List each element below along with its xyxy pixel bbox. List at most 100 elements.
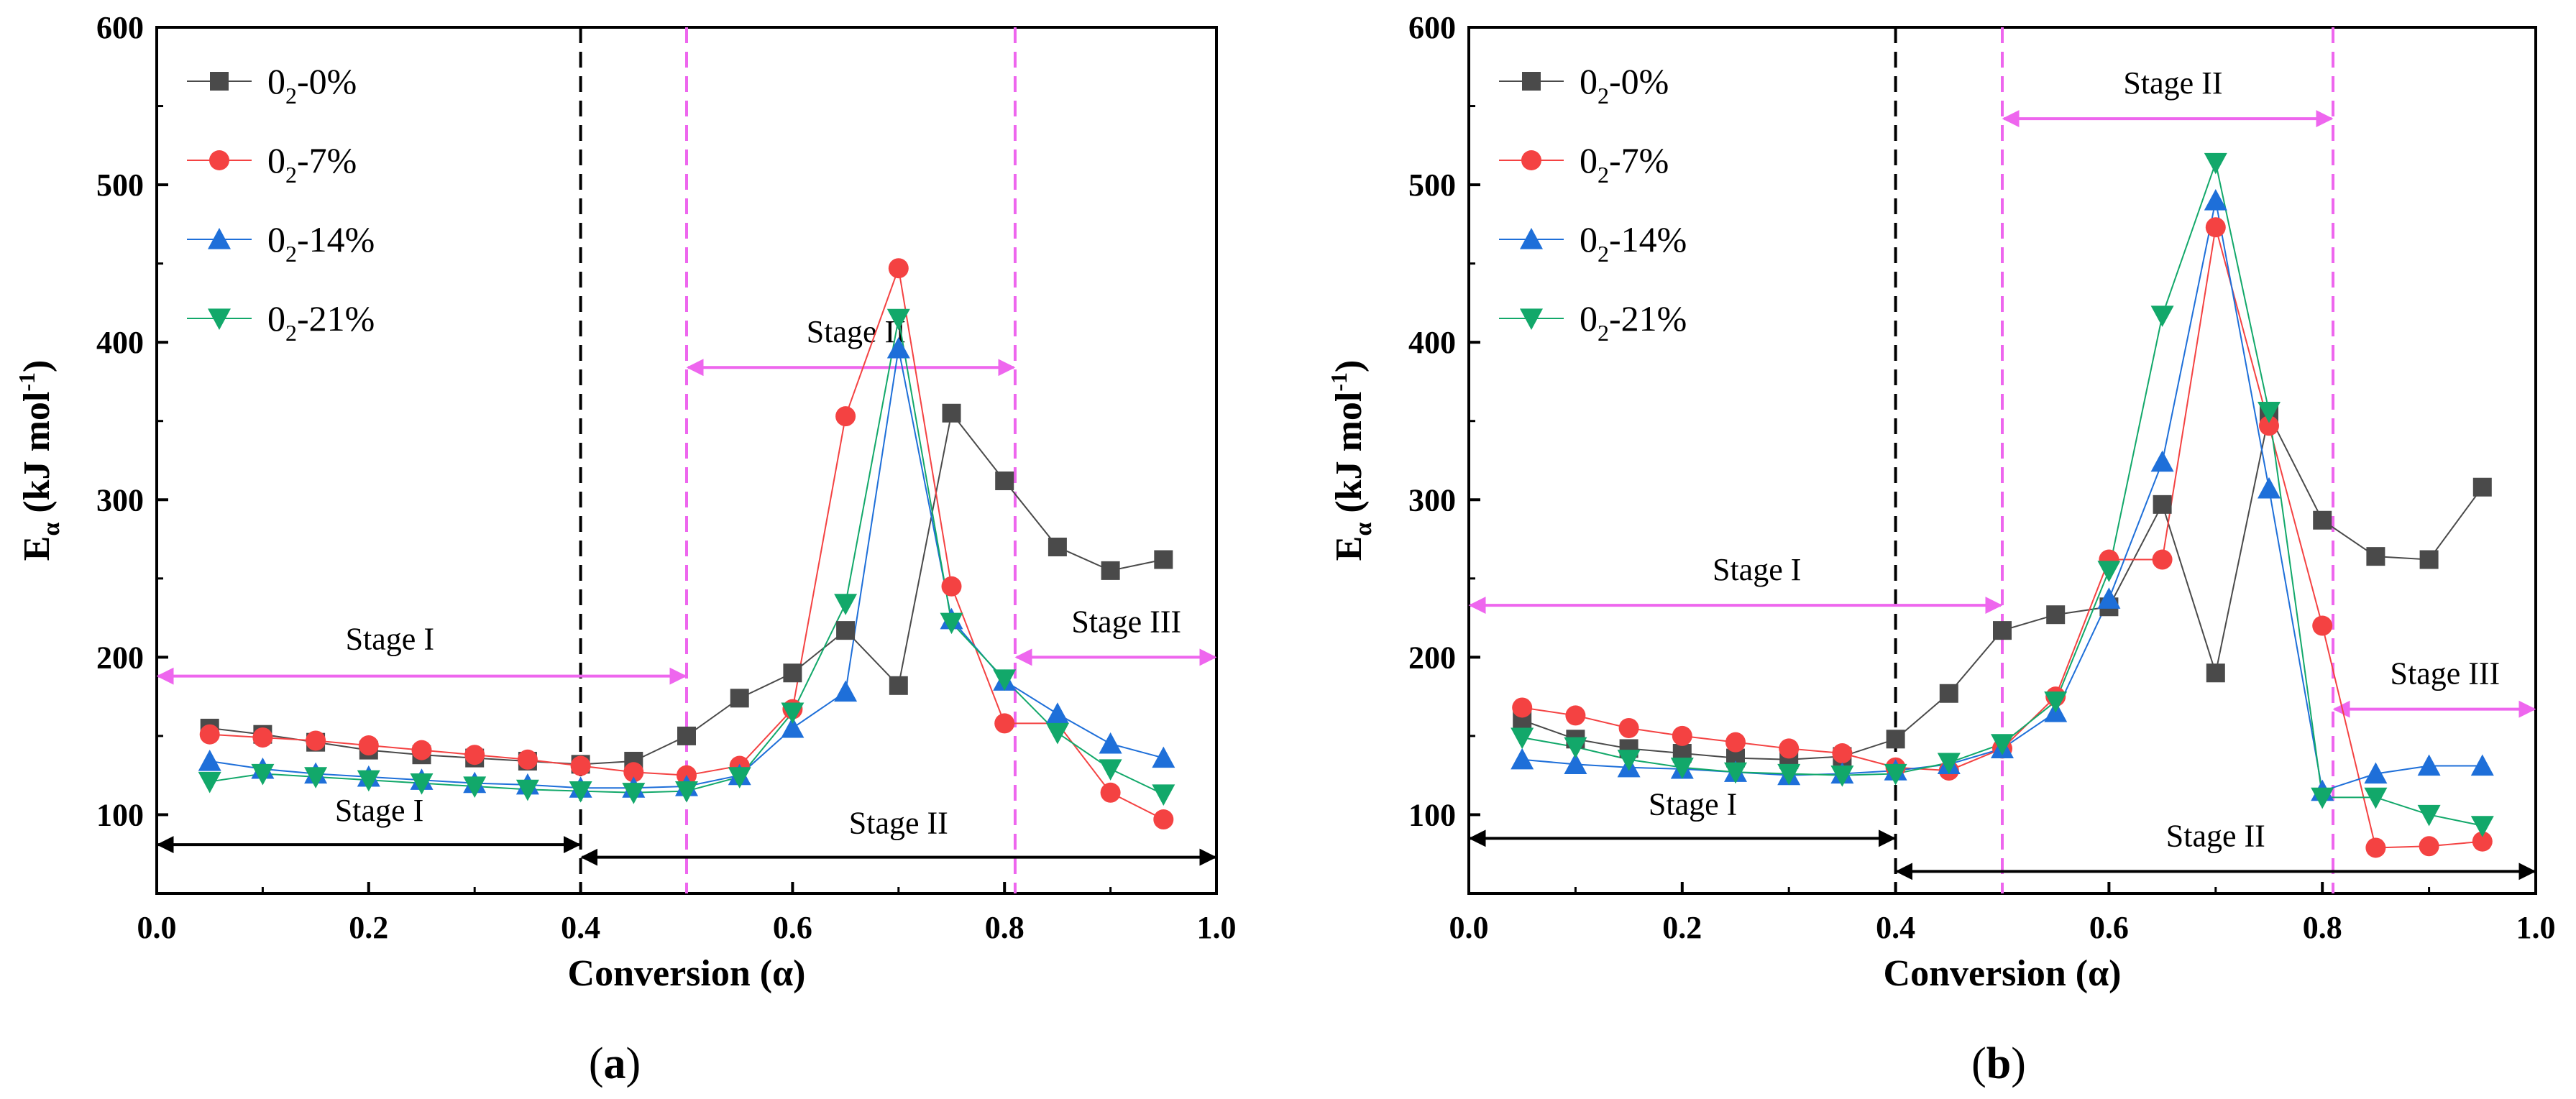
stage-label: Stage III	[2391, 656, 2501, 691]
legend-entry: 02-0%	[267, 61, 357, 109]
data-point	[1101, 561, 1120, 580]
data-point	[252, 727, 273, 748]
data-point	[198, 771, 221, 794]
data-point	[834, 594, 858, 615]
data-point	[886, 336, 910, 359]
legend-entry: 02-21%	[1580, 298, 1687, 346]
data-point	[2153, 495, 2172, 514]
data-point	[1564, 753, 1587, 774]
y-tick-label: 500	[1408, 167, 1456, 203]
data-point	[1617, 750, 1641, 771]
data-point	[463, 776, 487, 799]
legend-entry: 02-14%	[267, 219, 375, 267]
chart-panel-b: 0.0 0.2 0.4 0.6 0.8 1.0 100 200 300 400 500 600 Conv…	[1326, 10, 2556, 1088]
data-point	[1152, 746, 1175, 768]
data-point	[1779, 738, 1800, 759]
data-point	[1991, 734, 2014, 755]
x-tick-label: 0.6	[2089, 910, 2129, 945]
y-tick-label: 600	[96, 10, 144, 45]
y-tick-label: 300	[96, 482, 144, 518]
data-point	[1937, 753, 1961, 775]
data-point	[2097, 561, 2121, 582]
legend-entry: 02-14%	[1580, 219, 1687, 267]
data-point	[1153, 809, 1174, 830]
data-point	[1045, 702, 1069, 724]
data-point	[198, 749, 221, 771]
data-point	[2419, 550, 2439, 569]
data-point	[2206, 663, 2225, 683]
x-tick-label: 0.8	[985, 910, 1025, 945]
legend-marker	[1522, 72, 1541, 91]
y-tick-label: 100	[1408, 797, 1456, 832]
data-point	[2472, 477, 2492, 497]
stage-label: Stage II	[2166, 818, 2265, 853]
y-axis-title: Eα (kJ mol-1)	[14, 360, 65, 561]
data-point	[517, 749, 538, 770]
data-point	[1045, 722, 1069, 745]
data-point	[783, 663, 802, 683]
data-point	[622, 783, 646, 804]
data-point	[1100, 782, 1121, 803]
x-tick-label: 0.2	[349, 910, 388, 945]
legend-entry: 02-21%	[267, 298, 375, 346]
legend-entry: 02-0%	[1580, 61, 1669, 109]
x-tick-label: 0.4	[561, 910, 600, 945]
panel-label: (a)	[589, 1039, 641, 1088]
data-point	[1993, 621, 2012, 640]
stage-label: Stage II	[2123, 65, 2222, 101]
data-point	[995, 471, 1014, 490]
legend-marker	[209, 150, 229, 170]
data-point	[2311, 787, 2334, 809]
data-point	[2366, 547, 2385, 566]
data-point	[199, 724, 220, 745]
data-point	[2364, 762, 2388, 784]
data-point	[1099, 732, 1122, 754]
x-tick-label: 1.0	[1197, 910, 1237, 945]
y-tick-label: 500	[96, 167, 144, 203]
x-tick-label: 1.0	[2516, 910, 2556, 945]
chart-panel-a: 0.0 0.2 0.4 0.6 0.8 1.0 100 200 300 400 500 600 Conv…	[14, 10, 1237, 1088]
y-tick-label: 200	[1408, 640, 1456, 675]
x-axis-title: Conversion (α)	[568, 953, 806, 994]
data-point	[836, 621, 856, 640]
legend-marker	[1521, 150, 1541, 170]
data-point	[1565, 705, 1586, 726]
stage-label: Stage III	[1071, 604, 1181, 639]
data-point	[1099, 759, 1122, 781]
data-point	[2258, 477, 2281, 499]
data-point	[835, 406, 856, 427]
data-point	[2150, 305, 2174, 327]
data-point	[2097, 587, 2121, 609]
data-point	[1884, 763, 1907, 786]
data-point	[2417, 754, 2441, 776]
data-point	[2470, 754, 2494, 776]
stage-label: Stage I	[1713, 552, 1801, 587]
data-point	[781, 716, 805, 738]
data-point	[1152, 784, 1175, 806]
legend-marker	[210, 72, 229, 91]
data-point	[2312, 615, 2333, 636]
data-point	[2204, 189, 2227, 211]
x-tick-label: 0.6	[773, 910, 812, 945]
legend-entry: 02-7%	[267, 140, 357, 188]
legend-marker	[1520, 308, 1543, 330]
data-point	[306, 730, 326, 751]
data-point	[940, 612, 963, 635]
data-point	[2044, 691, 2068, 713]
data-point	[2259, 415, 2279, 436]
data-point	[1512, 697, 1533, 718]
y-tick-label: 300	[1408, 482, 1456, 518]
stage-label: Stage II	[849, 806, 948, 841]
data-point	[1672, 725, 1692, 746]
legend-entry: 02-7%	[1580, 140, 1669, 188]
data-point	[886, 308, 910, 331]
data-point	[2204, 152, 2227, 175]
data-point	[2417, 804, 2441, 827]
x-tick-label: 0.2	[1662, 910, 1702, 945]
data-point	[358, 735, 379, 756]
stage-label: Stage I	[335, 793, 423, 828]
x-tick-label: 0.4	[1876, 910, 1915, 945]
data-point	[1670, 758, 1694, 779]
stage-label: Stage I	[346, 621, 434, 656]
